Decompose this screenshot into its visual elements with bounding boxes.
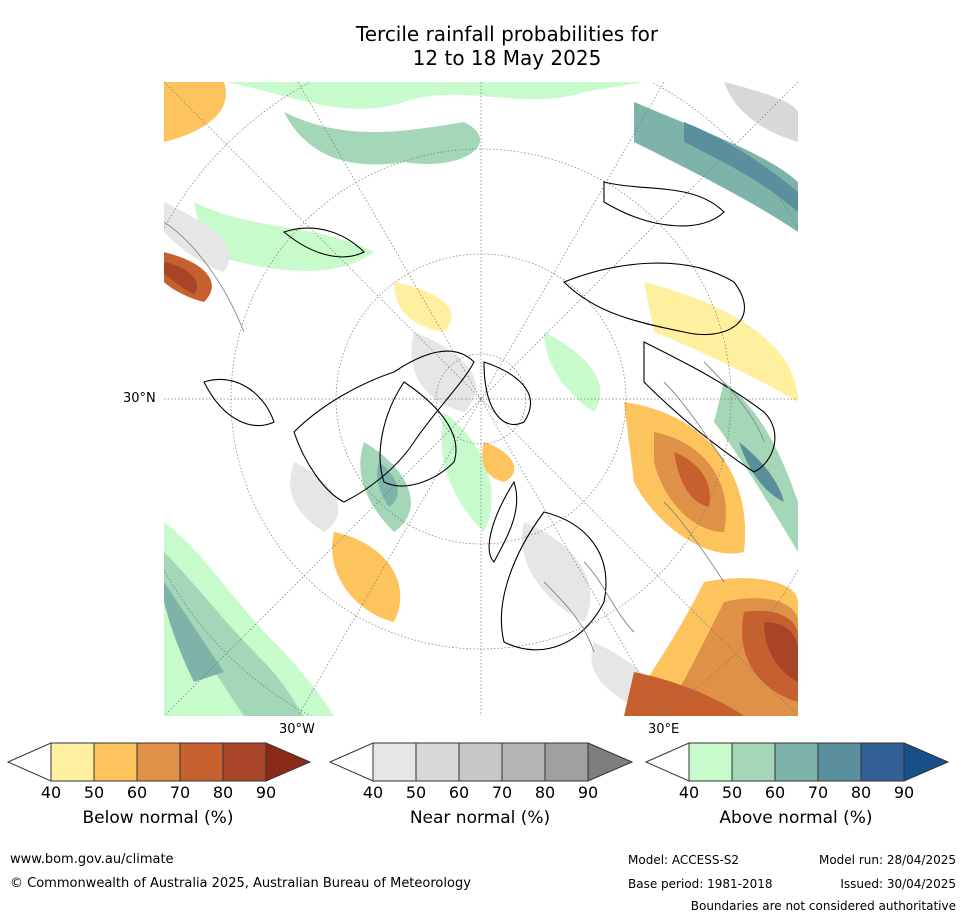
tick-label: 80 — [534, 783, 556, 802]
colorbar-above-normal — [644, 742, 950, 782]
ticks-above-normal: 40 50 60 70 80 90 — [646, 783, 948, 803]
colorbar-above-high-end — [903, 742, 950, 782]
longitude-label-30e: 30°E — [648, 722, 680, 737]
disclaimer-text: Boundaries are not considered authoritat… — [690, 899, 956, 913]
colorbar-swatch — [501, 742, 546, 782]
title-line-1: Tercile rainfall probabilities for — [355, 22, 659, 46]
tick-label: 90 — [255, 783, 277, 802]
legend-above-normal: 40 50 60 70 80 90 Above normal (%) — [644, 742, 950, 828]
title-line-2: 12 to 18 May 2025 — [412, 46, 602, 70]
above-normal-areas — [164, 82, 798, 716]
tick-label: 50 — [721, 783, 743, 802]
website-link[interactable]: www.bom.gov.au/climate — [10, 852, 174, 867]
colorbar-near-high-end — [587, 742, 634, 782]
colorbar-swatch — [774, 742, 819, 782]
colorbar-swatch — [50, 742, 95, 782]
tick-label: 50 — [405, 783, 427, 802]
latitude-label-30n: 30°N — [123, 391, 156, 406]
ticks-near-normal: 40 50 60 70 80 90 — [330, 783, 632, 803]
colorbar-swatch — [458, 742, 503, 782]
legend-below-normal: 40 50 60 70 80 90 Below normal (%) — [6, 742, 312, 828]
tick-label: 80 — [212, 783, 234, 802]
colorbar-swatch — [179, 742, 224, 782]
tick-label: 90 — [577, 783, 599, 802]
issued-text: Issued: 30/04/2025 — [840, 877, 956, 891]
tick-label: 60 — [764, 783, 786, 802]
below-normal-areas — [164, 82, 798, 716]
longitude-label-30w: 30°W — [279, 722, 315, 737]
colorbar-below-high-end — [265, 742, 312, 782]
tick-label: 80 — [850, 783, 872, 802]
tick-label: 50 — [83, 783, 105, 802]
base-period-text: Base period: 1981-2018 — [628, 877, 773, 891]
tick-label: 60 — [448, 783, 470, 802]
legend-near-normal: 40 50 60 70 80 90 Near normal (%) — [328, 742, 634, 828]
graticule — [164, 82, 798, 716]
country-boundaries — [164, 221, 765, 653]
tick-label: 70 — [807, 783, 829, 802]
colorbar-near-low-end — [328, 742, 374, 782]
colorbar-below-low-end — [6, 742, 52, 782]
tick-label: 70 — [491, 783, 513, 802]
tick-label: 60 — [126, 783, 148, 802]
tick-label: 70 — [169, 783, 191, 802]
colorbar-swatch — [688, 742, 733, 782]
legend-label-near: Near normal (%) — [409, 808, 551, 828]
colorbar-below-normal — [6, 742, 312, 782]
colorbar-swatch — [136, 742, 181, 782]
map-title: Tercile rainfall probabilities for 12 to… — [0, 22, 965, 70]
colorbar-swatch — [372, 742, 417, 782]
legend-label-above: Above normal (%) — [719, 808, 873, 828]
colorbar-swatch — [731, 742, 776, 782]
map-canvas — [164, 82, 798, 716]
coastlines — [203, 181, 776, 651]
ticks-below-normal: 40 50 60 70 80 90 — [8, 783, 310, 803]
colorbar-swatch — [415, 742, 460, 782]
tick-label: 90 — [893, 783, 915, 802]
colorbar-swatch — [860, 742, 905, 782]
copyright-text: © Commonwealth of Australia 2025, Austra… — [10, 876, 471, 891]
tick-label: 40 — [678, 783, 700, 802]
polar-rainfall-map — [164, 82, 798, 716]
legend-label-below: Below normal (%) — [82, 808, 234, 828]
tick-label: 40 — [362, 783, 384, 802]
colorbar-swatch — [817, 742, 862, 782]
tick-label: 40 — [40, 783, 62, 802]
colorbar-swatch — [93, 742, 138, 782]
model-run-text: Model run: 28/04/2025 — [818, 853, 956, 867]
colorbar-above-low-end — [644, 742, 690, 782]
colorbar-near-normal — [328, 742, 634, 782]
colorbar-swatch — [544, 742, 589, 782]
colorbar-swatch — [222, 742, 267, 782]
model-text: Model: ACCESS-S2 — [628, 853, 740, 867]
